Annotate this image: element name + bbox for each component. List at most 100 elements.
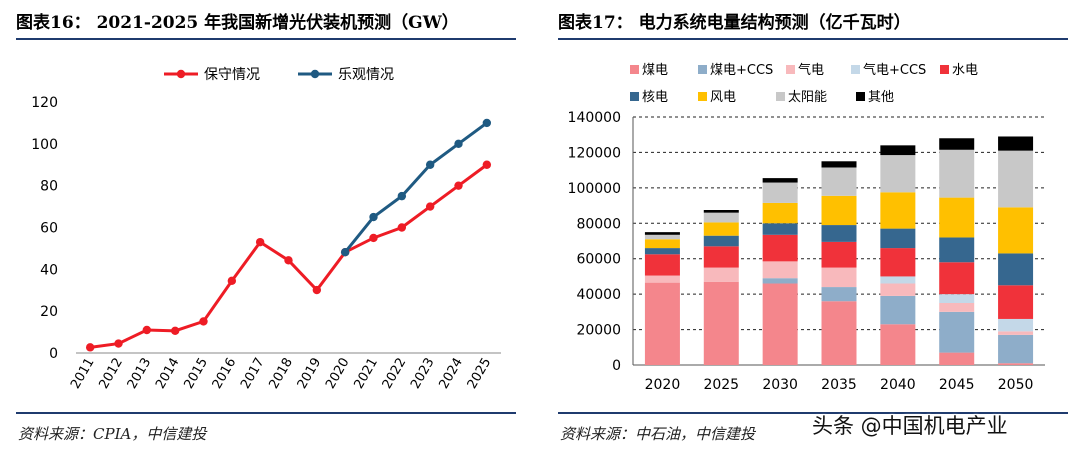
legend-swatch	[856, 92, 865, 101]
bar-segment	[762, 223, 798, 235]
legend-label: 风电	[710, 90, 736, 105]
bar-segment	[939, 294, 975, 303]
bar-segment	[703, 246, 739, 268]
bar-segment	[644, 239, 680, 249]
bar-segment	[644, 234, 680, 240]
data-point	[114, 339, 123, 348]
bar-segment	[998, 331, 1034, 335]
right-source-note: 资料来源：中石油，中信建投	[560, 425, 756, 443]
legend-label: 水电	[952, 63, 978, 78]
x-tick-label: 2012	[96, 356, 126, 392]
legend-label: 煤电	[642, 63, 668, 78]
bar-segment	[762, 234, 798, 262]
legend-swatch	[698, 65, 707, 74]
line-chart: 0204060801001202011201220132014201520162…	[31, 67, 501, 392]
data-point	[425, 160, 435, 169]
bar-segment	[644, 232, 680, 235]
bar-segment	[821, 301, 857, 365]
bar-segment	[703, 210, 739, 213]
x-tick-label: 2025	[703, 377, 739, 393]
y-tick-label: 60	[40, 221, 58, 237]
legend-swatch	[776, 92, 785, 101]
y-tick-label: 0	[49, 346, 58, 362]
y-tick-label: 80	[40, 179, 58, 195]
y-tick-label: 60000	[576, 252, 621, 268]
bar-segment	[939, 149, 975, 198]
x-tick-label: 2020	[645, 377, 681, 393]
bar-segment	[998, 318, 1034, 332]
bar-segment	[880, 283, 916, 296]
bar-segment	[998, 285, 1034, 319]
legend-label: 气电	[798, 62, 824, 78]
y-tick-label: 0	[612, 358, 621, 374]
bar-segment	[939, 352, 975, 365]
x-tick-label: 2013	[125, 356, 155, 392]
right-chart-title: 图表17： 电力系统电量结构预测（亿千瓦时）	[558, 13, 911, 33]
bar-segment	[821, 267, 857, 288]
legend-swatch	[786, 65, 795, 74]
x-tick-label: 2030	[762, 377, 798, 393]
y-tick-label: 20000	[576, 323, 621, 339]
bar-segment	[703, 281, 739, 365]
bar-segment	[998, 253, 1034, 286]
y-tick-label: 120	[31, 95, 58, 111]
bar-segment	[939, 138, 975, 150]
data-point	[227, 276, 237, 286]
data-point	[85, 343, 95, 352]
data-point	[397, 191, 407, 201]
x-tick-label: 2023	[408, 356, 438, 392]
bar-segment	[821, 241, 857, 268]
legend-swatch	[630, 92, 639, 101]
series-line-optimistic	[343, 121, 488, 254]
data-point	[170, 326, 180, 336]
bar-segment	[939, 303, 975, 312]
bar-segment	[880, 228, 916, 249]
bar-segment	[821, 161, 857, 168]
bar-segment	[880, 145, 916, 156]
bar-segment	[821, 225, 857, 242]
bar-segment	[998, 334, 1034, 364]
x-tick-label: 2020	[323, 356, 353, 392]
bar-segment	[939, 262, 975, 295]
bar-segment	[880, 276, 916, 284]
y-tick-label: 40	[40, 262, 58, 278]
bar-segment	[998, 207, 1034, 254]
legend-label: 气电+CCS	[863, 62, 926, 78]
legend-swatch	[698, 92, 707, 101]
bar-segment	[880, 192, 916, 229]
bar-segment	[821, 195, 857, 226]
data-point	[482, 160, 492, 169]
series-line-conservative	[89, 163, 488, 349]
bar-segment	[762, 261, 798, 279]
bar-segment	[644, 248, 680, 255]
data-point	[312, 285, 322, 295]
data-point	[199, 317, 208, 326]
bar-segment	[703, 267, 739, 282]
bar-segment	[939, 197, 975, 238]
legend-marker	[176, 69, 186, 79]
bar-segment	[821, 287, 857, 302]
y-tick-label: 100	[31, 137, 58, 153]
legend-label: 保守情况	[204, 67, 260, 83]
data-point	[425, 202, 435, 211]
data-point	[340, 247, 350, 257]
x-tick-label: 2021	[351, 356, 381, 392]
bar-segment	[880, 295, 916, 325]
x-tick-label: 2050	[998, 377, 1034, 393]
bar-segment	[762, 283, 798, 365]
data-point	[142, 325, 152, 335]
right-source-rule	[558, 412, 1068, 414]
x-tick-label: 2022	[380, 356, 410, 392]
data-point	[454, 181, 463, 190]
data-point	[284, 256, 293, 265]
bar-segment	[939, 311, 975, 353]
bar-segment	[998, 136, 1034, 151]
bar-segment	[703, 212, 739, 223]
legend-label: 煤电+CCS	[710, 63, 773, 78]
bar-segment	[821, 167, 857, 196]
left-source-rule	[16, 412, 516, 414]
bar-segment	[998, 363, 1034, 365]
bar-segment	[703, 222, 739, 236]
data-point	[255, 237, 265, 247]
left-source-note: 资料来源：CPIA，中信建投	[18, 425, 207, 443]
